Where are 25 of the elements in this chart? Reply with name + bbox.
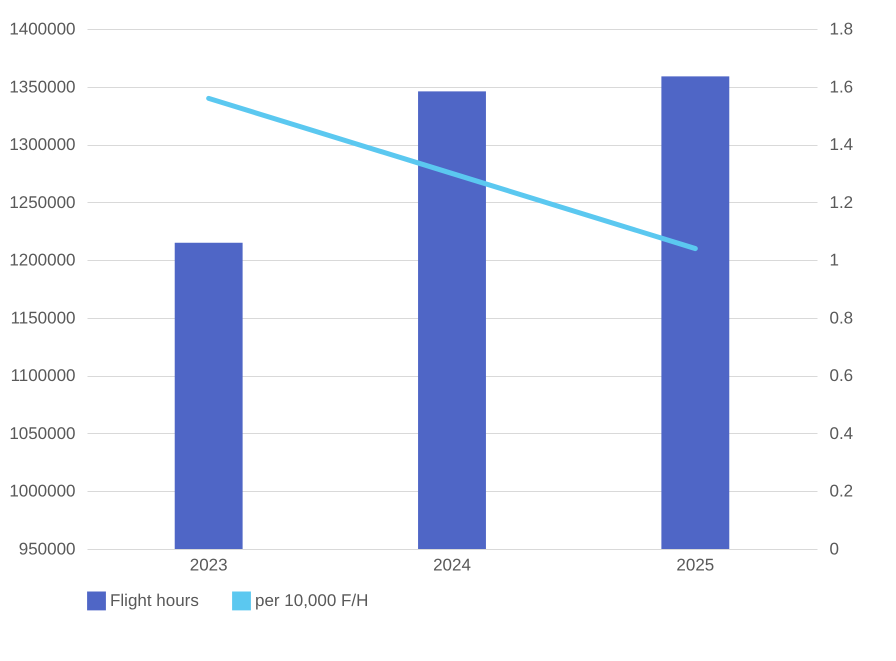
- y-tick-label: 1250000: [9, 192, 76, 212]
- y2-tick-label: 0.4: [830, 424, 854, 443]
- x-tick-label: 2024: [433, 556, 471, 574]
- legend-label: per 10,000 F/H: [255, 590, 368, 610]
- y2-tick-label: 1.8: [830, 20, 854, 38]
- y2-tick-label: 1.4: [830, 135, 854, 154]
- y-tick-label: 950000: [18, 540, 76, 558]
- y2-tick-label: 0.2: [830, 482, 854, 501]
- y-tick-label: 1100000: [10, 366, 76, 386]
- y-tick-label: 1300000: [9, 135, 76, 154]
- y2-tick-label: 0: [830, 540, 839, 558]
- y2-tick-label: 1.6: [830, 77, 854, 96]
- y-tick-label: 1200000: [9, 250, 76, 270]
- y2-tick-label: 1.2: [830, 192, 854, 212]
- y2-tick-label: 0.8: [830, 308, 854, 328]
- x-tick-label: 2025: [676, 556, 714, 574]
- y-tick-label: 1400000: [9, 20, 76, 38]
- y-tick-label: 1050000: [9, 424, 76, 443]
- y2-tick-label: 1: [830, 250, 839, 270]
- x-tick-label: 2023: [190, 556, 228, 574]
- y-tick-label: 1350000: [9, 77, 76, 96]
- y-tick-label: 1150000: [10, 308, 76, 328]
- y-tick-label: 1000000: [9, 482, 76, 501]
- legend-label: Flight hours: [110, 590, 199, 610]
- y2-tick-label: 0.6: [830, 366, 854, 386]
